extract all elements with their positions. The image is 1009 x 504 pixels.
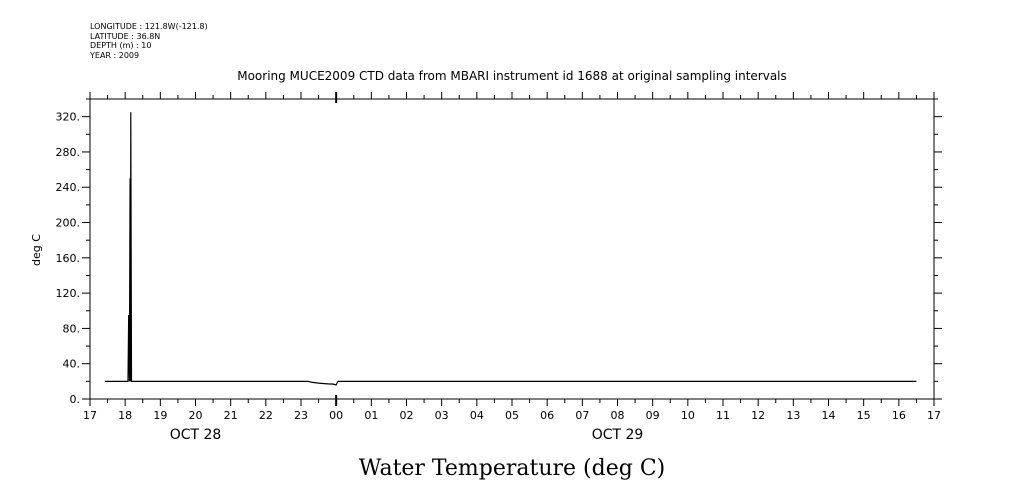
metadata-block: LONGITUDE : 121.8W(-121.8) LATITUDE : 36… xyxy=(90,22,208,60)
x-tick-label: 16 xyxy=(892,409,906,422)
temperature-series-line xyxy=(104,112,917,386)
y-tick-label: 320. xyxy=(56,111,81,124)
x-axis: 17 18 19 20 21 22 23 00 01 02 03 04 05 06 07 08 09 10 11 12… xyxy=(83,92,941,422)
x-tick-label: 10 xyxy=(681,409,695,422)
x-tick-label: 13 xyxy=(786,409,800,422)
x-tick-label: 12 xyxy=(751,409,765,422)
x-tick-label: 22 xyxy=(259,409,273,422)
y-tick-label: 280. xyxy=(56,146,81,159)
variable-title: Water Temperature (deg C) xyxy=(359,456,666,481)
x-tick-label: 17 xyxy=(927,409,941,422)
x-tick-label: 01 xyxy=(364,409,378,422)
longitude-text: LONGITUDE : 121.8W(-121.8) xyxy=(90,22,208,31)
date-label: OCT 28 xyxy=(170,427,222,443)
date-label: OCT 29 xyxy=(592,427,644,443)
y-tick-label: 0. xyxy=(70,393,81,406)
x-tick-label: 07 xyxy=(575,409,589,422)
x-tick-label: 06 xyxy=(540,409,554,422)
y-tick-label: 120. xyxy=(56,287,81,300)
y-tick-label: 160. xyxy=(56,252,81,265)
x-tick-label: 04 xyxy=(470,409,484,422)
plot-frame xyxy=(89,98,935,400)
x-tick-label: 09 xyxy=(646,409,660,422)
x-tick-label: 21 xyxy=(224,409,238,422)
latitude-text: LATITUDE : 36.8N xyxy=(90,31,161,41)
x-tick-label: 02 xyxy=(400,409,414,422)
y-tick-label: 200. xyxy=(56,217,81,230)
x-tick-label: 23 xyxy=(294,409,308,422)
x-tick-label: 11 xyxy=(716,409,730,422)
y-axis: 0. 40. 80. 120. 160. 200. 240. 280. 320. xyxy=(56,98,942,406)
depth-text: DEPTH (m) : 10 xyxy=(90,41,152,50)
date-labels: OCT 28 OCT 29 xyxy=(170,427,644,443)
x-tick-label: 05 xyxy=(505,409,519,422)
y-tick-label: 40. xyxy=(63,358,81,371)
x-tick-label: 00 xyxy=(329,409,343,422)
series-layer xyxy=(104,112,917,386)
x-tick-label: 18 xyxy=(118,409,132,422)
y-tick-label: 80. xyxy=(63,322,81,335)
x-tick-label: 08 xyxy=(611,409,625,422)
x-tick-label: 14 xyxy=(822,409,836,422)
chart-title: Mooring MUCE2009 CTD data from MBARI ins… xyxy=(237,69,787,83)
y-axis-label: deg C xyxy=(30,234,43,266)
year-text: YEAR : 2009 xyxy=(90,50,140,60)
x-tick-label: 03 xyxy=(435,409,449,422)
y-tick-label: 240. xyxy=(56,181,81,194)
x-tick-label: 19 xyxy=(153,409,167,422)
x-tick-label: 15 xyxy=(857,409,871,422)
x-tick-label: 20 xyxy=(189,409,203,422)
x-tick-label: 17 xyxy=(83,409,97,422)
